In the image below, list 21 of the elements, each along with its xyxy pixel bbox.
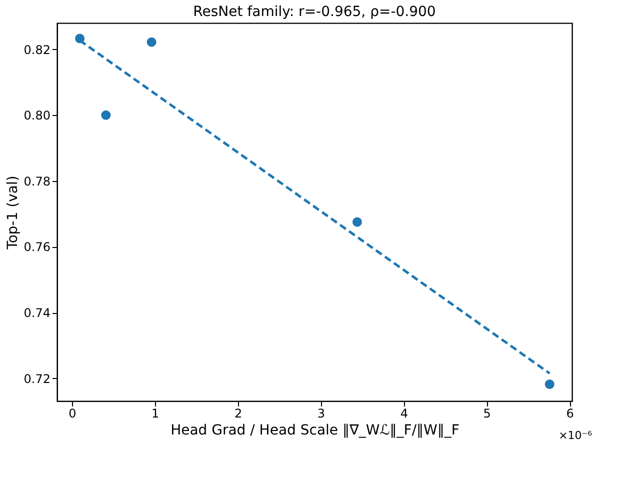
- x-tick-label: 4: [400, 406, 408, 420]
- y-tick-label: 0.74: [24, 306, 50, 320]
- x-tick-label: 6: [566, 406, 574, 420]
- y-tick-label: 0.72: [24, 372, 50, 386]
- y-axis-title: Top-1 (val): [4, 176, 21, 250]
- x-axis-title: Head Grad / Head Scale ‖∇_Wℒ‖_F/‖W‖_F: [170, 422, 460, 438]
- y-tick-label: 0.82: [24, 42, 50, 57]
- point: [544, 379, 554, 389]
- x-tick-label: 2: [234, 406, 242, 420]
- x-tick-label: 1: [152, 406, 160, 420]
- x-tick-label: 0: [68, 406, 76, 420]
- y-tick-label: 0.78: [24, 174, 50, 188]
- x-tick-label: 3: [317, 406, 326, 420]
- point: [146, 37, 156, 47]
- x-tick-label: 5: [483, 406, 491, 420]
- y-tick-label: 0.76: [24, 240, 50, 254]
- point: [352, 217, 362, 227]
- y-tick-label: 0.80: [24, 108, 50, 123]
- text: ×10⁻⁶: [558, 429, 593, 442]
- point: [101, 110, 111, 120]
- chart-title: ResNet family: r=-0.965, ρ=-0.900: [193, 4, 436, 20]
